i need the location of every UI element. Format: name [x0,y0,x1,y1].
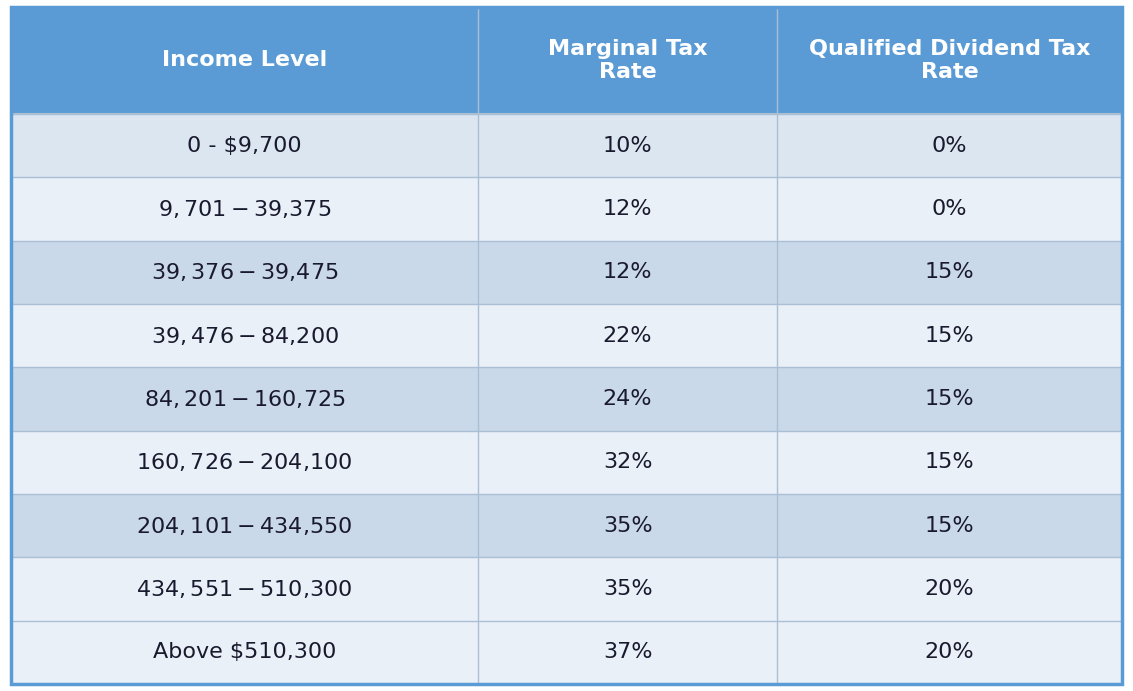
Text: 15%: 15% [925,515,974,536]
Bar [777,430,1122,494]
Bar [11,114,478,178]
Bar [11,621,478,684]
Text: 0 - $9,700: 0 - $9,700 [187,135,301,155]
Bar [777,114,1122,178]
Bar [478,558,777,621]
Bar [777,7,1122,114]
Bar [11,178,478,240]
Text: 12%: 12% [603,199,653,219]
Text: Income Level: Income Level [162,50,327,70]
Bar [11,558,478,621]
Bar [777,621,1122,684]
Bar [11,368,478,430]
Bar [478,304,777,368]
Text: 15%: 15% [925,325,974,346]
Text: $39,376 - $39,475: $39,376 - $39,475 [151,261,339,283]
Text: 20%: 20% [925,579,974,599]
Bar [11,304,478,368]
Text: 32%: 32% [603,453,653,473]
Text: 0%: 0% [931,135,968,155]
Bar [478,430,777,494]
Text: $39,476 - $84,200: $39,476 - $84,200 [151,325,339,347]
Bar [478,368,777,430]
Bar [777,304,1122,368]
Text: 35%: 35% [603,579,653,599]
Bar [777,240,1122,304]
Text: 12%: 12% [603,263,653,283]
Bar [777,558,1122,621]
Text: 15%: 15% [925,453,974,473]
Text: $160,726 - $204,100: $160,726 - $204,100 [136,451,352,473]
Bar [11,430,478,494]
Text: 20%: 20% [925,643,974,663]
Text: 15%: 15% [925,389,974,409]
Bar [777,368,1122,430]
Text: 22%: 22% [603,325,653,346]
Text: Above $510,300: Above $510,300 [153,643,337,663]
Text: 0%: 0% [931,199,968,219]
Text: 10%: 10% [603,135,653,155]
Text: 15%: 15% [925,263,974,283]
Bar [11,494,478,558]
Bar [478,178,777,240]
Bar [777,178,1122,240]
Text: $9,701 - $39,375: $9,701 - $39,375 [157,198,331,220]
Text: Marginal Tax
Rate: Marginal Tax Rate [547,39,707,82]
Bar [777,494,1122,558]
Bar [478,7,777,114]
Text: $204,101 - $434,550: $204,101 - $434,550 [136,515,352,537]
Bar [11,7,478,114]
Bar [478,621,777,684]
Text: 37%: 37% [603,643,653,663]
Text: $434,551 - $510,300: $434,551 - $510,300 [136,578,352,600]
Bar [478,114,777,178]
Bar [478,240,777,304]
Text: $84,201 - $160,725: $84,201 - $160,725 [144,388,346,410]
Bar [478,494,777,558]
Bar [11,240,478,304]
Text: 35%: 35% [603,515,653,536]
Text: Qualified Dividend Tax
Rate: Qualified Dividend Tax Rate [809,39,1090,82]
Text: 24%: 24% [603,389,653,409]
